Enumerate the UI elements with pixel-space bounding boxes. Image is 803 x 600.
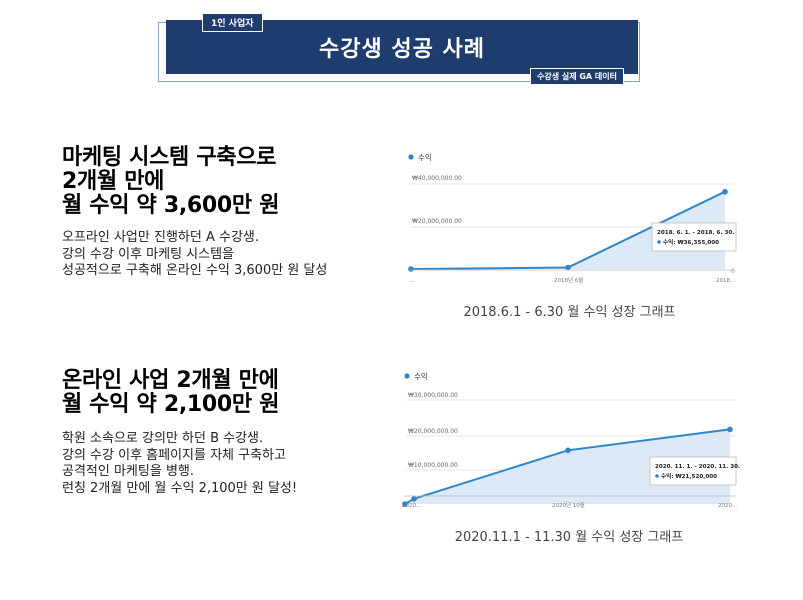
case-b-graph: 수익 ₩30,000,000.00 ₩20,000,000.00 ₩10,000… [396,366,742,516]
legend-dot-icon [408,154,414,160]
case-a-caption: 2018.6.1 - 6.30 월 수익 성장 그래프 [463,305,676,320]
y-tick-label: ₩40,000,000.00 [412,175,462,182]
case-a-heading: 마케팅 시스템 구축으로 2개월 만에 월 수익 약 3,600만 원 [62,145,280,218]
tooltip-dot-icon [657,240,661,244]
tooltip-value: 수익: ₩21,520,000 [661,472,717,480]
tooltip-dot-icon [655,474,659,478]
case-b-body: 학원 소속으로 강의만 하던 B 수강생. 강의 수강 이후 홈페이지를 자체 … [62,431,298,496]
x-tick-label: 2020년 10월 [552,501,585,509]
x-tick-label: ... [410,278,415,284]
case-a-graph: 수익 ₩40,000,000.00 ₩20,000,000.00 ... 201… [398,145,741,290]
data-point [408,266,414,272]
x-tick-label: 2020... [718,503,737,509]
y-tick-label: ₩10,000,000.00 [408,462,458,469]
data-tooltip: 2020. 11. 1. - 2020. 11. 30. 수익: ₩21,520… [649,456,740,486]
header-banner: 수강생 성공 사례 [166,20,638,74]
case-a-text: 마케팅 시스템 구축으로 2개월 만에 월 수익 약 3,600만 원 오프라인… [62,146,327,280]
x-tick-label: 2018년 6월 [554,276,583,284]
area-fill [405,429,730,504]
tooltip-value: 수익: ₩36,355,000 [663,238,719,246]
area-fill [411,191,725,269]
y-tick-label: ₩20,000,000.00 [408,428,458,435]
legend-dot-icon [404,373,410,379]
tooltip-date: 2018. 6. 1. - 2018. 6. 30. [657,230,734,236]
tooltip-date: 2020. 11. 1. - 2020. 11. 30. [655,464,740,470]
case-b-heading: 온라인 사업 2개월 만에 월 수익 약 2,100만 원 [62,368,280,417]
series-line [404,428,731,505]
case-b-caption: 2020.11.1 - 11.30 월 수익 성장 그래프 [454,530,684,545]
data-tooltip: 2018. 6. 1. - 2018. 6. 30. 수익: ₩36,355,0… [651,222,737,252]
legend-label: 수익 [414,371,428,381]
y-tick-label: ₩30,000,000.00 [408,392,458,399]
x-tick-label: 2020... [402,503,421,509]
data-point [565,264,571,271]
data-point [722,188,728,195]
page-title: 수강생 성공 사례 [319,37,485,62]
category-tag: 1인 사업자 [202,13,263,32]
case-b-text: 온라인 사업 2개월 만에 월 수익 약 2,100만 원 학원 소속으로 강의… [62,369,297,497]
legend-label: 수익 [418,152,432,162]
y-tick-label: ₩20,000,000.00 [412,218,462,225]
edge-label: 0 [731,268,735,275]
data-point [565,447,571,454]
x-tick-label: 2018... [716,278,735,284]
data-point [402,501,408,507]
source-tag: 수강생 실제 GA 데이터 [530,68,624,85]
case-a-body: 오프라인 사업만 진행하던 A 수강생. 강의 수강 이후 마케팅 시스템을 성… [62,230,328,278]
data-point [727,426,733,433]
data-point [411,496,417,502]
